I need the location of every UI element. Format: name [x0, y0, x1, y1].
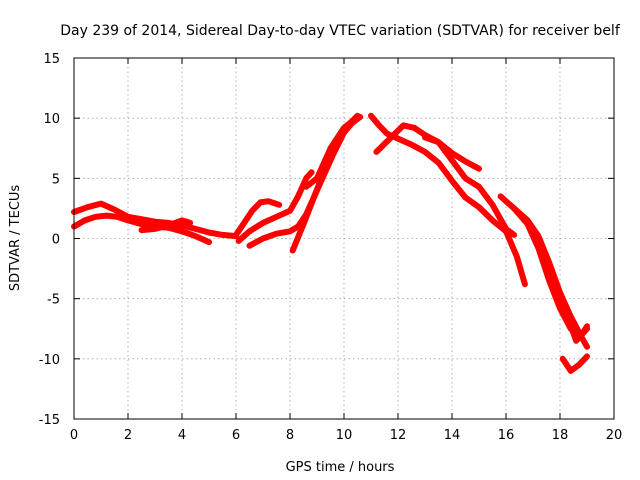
series-track-3	[138, 217, 194, 234]
x-tick-label: 2	[124, 428, 132, 443]
tick-labels: 0 2 4 6 8 10 12 14 16 18 20 -15 -10 -5 0 5 10 15	[39, 52, 623, 443]
x-tick-label: 10	[336, 428, 353, 443]
series-track-15	[559, 353, 590, 374]
y-tick-label: 0	[52, 233, 60, 248]
series-track-2	[71, 212, 212, 246]
series-track-5	[235, 169, 315, 244]
series-track-11	[422, 134, 482, 172]
series-track-12	[497, 193, 590, 338]
series-track-8	[303, 116, 358, 190]
x-axis-label: GPS time / hours	[286, 460, 395, 475]
series-track-14	[538, 247, 590, 344]
y-axis-label: SDTVAR / TECUs	[8, 185, 23, 292]
y-tick-label: -5	[47, 293, 60, 308]
x-tick-label: 14	[444, 428, 461, 443]
x-tick-label: 18	[552, 428, 569, 443]
y-tick-label: -10	[39, 353, 60, 368]
x-tick-label: 12	[390, 428, 407, 443]
y-tick-label: -15	[39, 413, 60, 428]
series-track-1	[71, 200, 239, 240]
axis-ticks	[73, 57, 615, 420]
data-series	[71, 112, 590, 374]
y-tick-label: 15	[43, 52, 60, 67]
plot-frame	[73, 57, 615, 420]
y-tick-label: 5	[52, 172, 60, 187]
x-tick-label: 20	[606, 428, 623, 443]
x-tick-label: 0	[70, 428, 78, 443]
x-tick-label: 8	[286, 428, 294, 443]
series-track-4	[233, 198, 283, 238]
x-tick-label: 6	[232, 428, 240, 443]
x-tick-label: 16	[498, 428, 515, 443]
x-tick-label: 4	[178, 428, 186, 443]
y-tick-label: 10	[43, 112, 60, 127]
chart-title: Day 239 of 2014, Sidereal Day-to-day VTE…	[60, 23, 621, 39]
